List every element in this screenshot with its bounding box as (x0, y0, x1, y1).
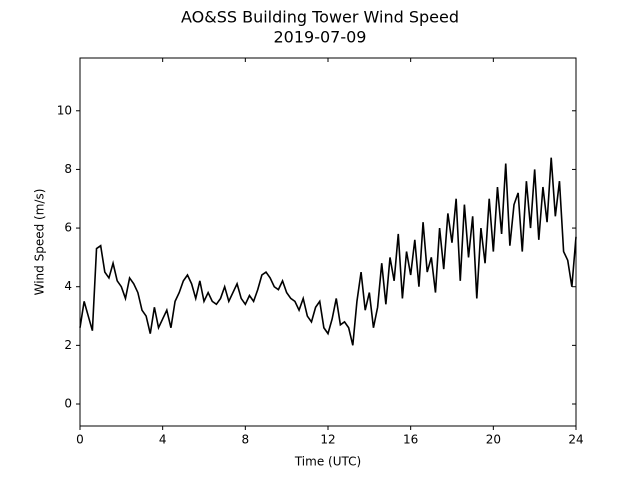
data-line (79, 157, 577, 346)
y-tick-label: 8 (64, 162, 72, 176)
y-tick-label: 10 (57, 103, 72, 117)
x-tick-label: 8 (242, 433, 250, 447)
x-tick-label: 16 (403, 433, 418, 447)
chart-subtitle: 2019-07-09 (274, 28, 367, 47)
x-axis-label: Time (UTC) (294, 455, 361, 469)
y-tick-label: 0 (64, 397, 72, 411)
y-tick-label: 6 (64, 221, 72, 235)
plot-frame (79, 57, 577, 427)
x-tick-label: 20 (486, 433, 501, 447)
y-tick-label: 4 (64, 279, 72, 293)
y-axis-label: Wind Speed (m/s) (33, 189, 47, 296)
y-tick-label: 2 (64, 338, 72, 352)
chart-title: AO&SS Building Tower Wind Speed (181, 8, 459, 27)
x-tick-label: 0 (76, 433, 84, 447)
x-tick-label: 24 (568, 433, 583, 447)
x-tick-label: 12 (320, 433, 335, 447)
x-tick-label: 4 (159, 433, 167, 447)
